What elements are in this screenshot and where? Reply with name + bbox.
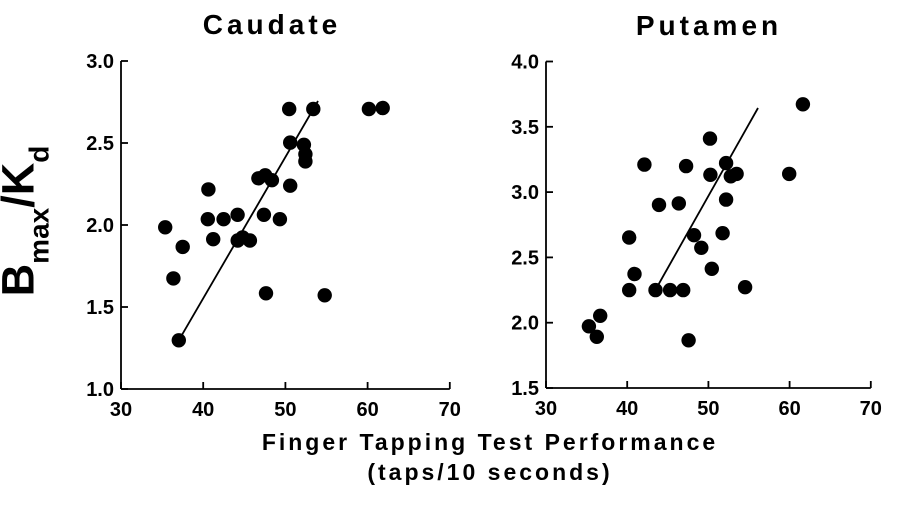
svg-text:Finger Tapping Test Perform: Finger Tapping Test Performance	[262, 429, 718, 455]
svg-text:2.0: 2.0	[86, 215, 114, 237]
svg-text:50: 50	[697, 398, 719, 420]
svg-text:60: 60	[356, 399, 378, 421]
svg-text:3.5: 3.5	[511, 117, 539, 139]
svg-text:4.0: 4.0	[511, 52, 539, 74]
svg-text:1.5: 1.5	[86, 297, 114, 319]
svg-text:2.0: 2.0	[511, 313, 539, 335]
svg-text:2.5: 2.5	[511, 247, 539, 269]
svg-text:(taps/10 seconds): (taps/10 seconds)	[367, 459, 612, 485]
svg-text:30: 30	[110, 399, 132, 421]
svg-text:3.0: 3.0	[86, 51, 114, 73]
svg-text:40: 40	[616, 398, 638, 420]
svg-text:70: 70	[439, 399, 461, 421]
svg-text:60: 60	[778, 398, 800, 420]
svg-text:70: 70	[860, 398, 882, 420]
svg-text:Caudate: Caudate	[203, 9, 341, 40]
svg-text:1.0: 1.0	[86, 379, 114, 401]
svg-text:1.5: 1.5	[511, 378, 539, 400]
svg-text:2.5: 2.5	[86, 133, 114, 155]
svg-text:50: 50	[274, 399, 296, 421]
svg-text:Putamen: Putamen	[636, 10, 782, 41]
svg-text:30: 30	[535, 398, 557, 420]
svg-text:3.0: 3.0	[511, 182, 539, 204]
svg-text:40: 40	[192, 399, 214, 421]
